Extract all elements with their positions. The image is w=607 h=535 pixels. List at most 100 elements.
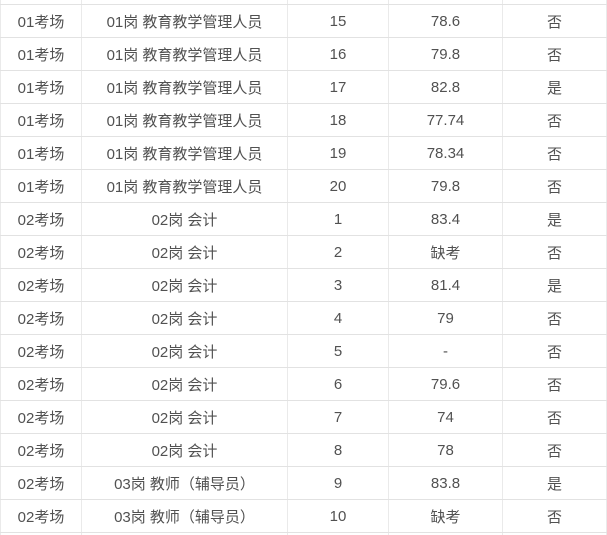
cell-score: 82.8 [388,70,503,104]
cell-score: 78.34 [388,136,503,170]
cell-candidate-number: 3 [287,268,389,302]
cell-candidate-number: 8 [287,433,389,467]
cell-score: 77.74 [388,103,503,137]
cell-candidate-number: 1 [287,202,389,236]
cell-exam-room: 01考场 [0,169,82,203]
table-row: 02考场 02岗 会计 2 缺考否 [0,235,607,269]
cell-position: 02岗 会计 [81,202,288,236]
table-row: 02考场 02岗 会计 3 81.4 是 [0,268,607,302]
cell-exam-room: 02考场 [0,400,82,434]
cell-qualified: 是 [502,202,607,236]
cell-candidate-number: 7 [287,400,389,434]
cell-qualified: 否 [502,367,607,401]
cell-position: 02岗 会计 [81,400,288,434]
cell-exam-room: 01考场 [0,70,82,104]
cell-position: 02岗 会计 [81,268,288,302]
table-row: 01考场 01岗 教育教学管理人员 17 82.8 是 [0,70,607,104]
cell-score: 74 [388,400,503,434]
cell-candidate-number: 10 [287,499,389,533]
cell-qualified: 是 [502,70,607,104]
cell-position: 01岗 教育教学管理人员 [81,103,288,137]
cell-exam-room: 02考场 [0,202,82,236]
cell-candidate-number: 20 [287,169,389,203]
cell-position: 02岗 会计 [81,367,288,401]
cell-score: 83.4 [388,202,503,236]
cell-candidate-number: 4 [287,301,389,335]
cell-score: 缺考 [388,235,503,269]
cell-candidate-number: 15 [287,4,389,38]
cell-position: 02岗 会计 [81,301,288,335]
table-row: 02考场 02岗 会计 8 78 否 [0,433,607,467]
cell-position: 01岗 教育教学管理人员 [81,70,288,104]
table-row: 02考场 02岗 会计 7 74 否 [0,400,607,434]
cell-position: 02岗 会计 [81,334,288,368]
cell-exam-room: 02考场 [0,367,82,401]
cell-score: 83.8 [388,466,503,500]
table-row: 01考场 01岗 教育教学管理人员 16 79.8 否 [0,37,607,71]
table-row: 02考场 03岗 教师（辅导员） 10 缺考否 [0,499,607,533]
cell-qualified [502,532,607,535]
cell-candidate-number: 5 [287,334,389,368]
cell-qualified: 是 [502,466,607,500]
table-row: 02考场 02岗 会计 4 79 否 [0,301,607,335]
cell-score: - [388,334,503,368]
cell-position: 01岗 教育教学管理人员 [81,4,288,38]
cell-position: 02岗 会计 [81,235,288,269]
cell-qualified: 否 [502,334,607,368]
cell-position: 03岗 教师（辅导员） [81,499,288,533]
cell-exam-room: 02考场 [0,334,82,368]
table-row: 02考场 02岗 会计 1 83.4 是 [0,202,607,236]
cell-exam-room: 02考场 [0,268,82,302]
cell-qualified: 否 [502,433,607,467]
cell-candidate-number: 17 [287,70,389,104]
cell-exam-room: 02考场 [0,235,82,269]
cell-score: 79.6 [388,367,503,401]
cell-exam-room: 02考场 [0,433,82,467]
table-row: 01考场 01岗 教育教学管理人员 15 78.6 否 [0,4,607,38]
cell-exam-room: 01考场 [0,37,82,71]
table-row: 01考场 01岗 教育教学管理人员 19 78.34 否 [0,136,607,170]
cell-exam-room: 02考场 [0,499,82,533]
cell-candidate-number: 19 [287,136,389,170]
cell-position: 01岗 教育教学管理人员 [81,37,288,71]
cell-candidate-number: 18 [287,103,389,137]
cell-qualified: 否 [502,301,607,335]
cell-qualified: 否 [502,103,607,137]
cell-position: 02岗 会计 [81,433,288,467]
cell-qualified: 否 [502,499,607,533]
cell-score: 81.4 [388,268,503,302]
table-row: 02考场 03岗 教师（辅导员） 9 83.8 是 [0,466,607,500]
cell-candidate-number: 9 [287,466,389,500]
table-row: 02考场 02岗 会计 5- 否 [0,334,607,368]
cell-qualified: 否 [502,4,607,38]
cell-score: 79.8 [388,37,503,71]
cell-position: 01岗 教育教学管理人员 [81,169,288,203]
cell-position: 01岗 教育教学管理人员 [81,136,288,170]
cell-score: 78.6 [388,4,503,38]
cell-candidate-number: 16 [287,37,389,71]
cell-qualified: 否 [502,136,607,170]
cell-score: 79 [388,301,503,335]
cell-exam-room: 02考场 [0,301,82,335]
cell-score: 缺考 [388,499,503,533]
cell-score: 78 [388,433,503,467]
cell-position: 03岗 教师（辅导员） [81,466,288,500]
cell-candidate-number: 2 [287,235,389,269]
table-row: 01考场 01岗 教育教学管理人员 18 77.74 否 [0,103,607,137]
cell-score: 79.8 [388,169,503,203]
cell-exam-room: 02考场 [0,466,82,500]
cell-qualified: 否 [502,37,607,71]
cell-qualified: 否 [502,400,607,434]
cell-qualified: 否 [502,235,607,269]
cell-exam-room: 01考场 [0,103,82,137]
cell-exam-room: 01考场 [0,136,82,170]
cell-qualified: 否 [502,169,607,203]
cell-candidate-number: 6 [287,367,389,401]
table-row: 01考场 01岗 教育教学管理人员 20 79.8 否 [0,169,607,203]
table-row: 02考场 02岗 会计 6 79.6 否 [0,367,607,401]
table-row-partial-bottom [0,532,607,535]
cell-qualified: 是 [502,268,607,302]
